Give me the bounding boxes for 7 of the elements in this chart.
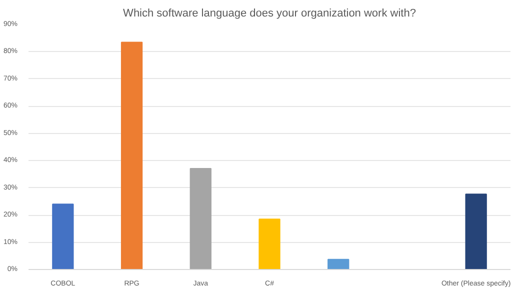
chart-title: Which software language does your organization work with? — [123, 8, 416, 20]
bar — [258, 218, 280, 270]
bar — [52, 204, 74, 270]
bar — [190, 168, 212, 270]
bar — [120, 42, 143, 270]
bar — [328, 258, 350, 270]
bar — [465, 194, 487, 270]
